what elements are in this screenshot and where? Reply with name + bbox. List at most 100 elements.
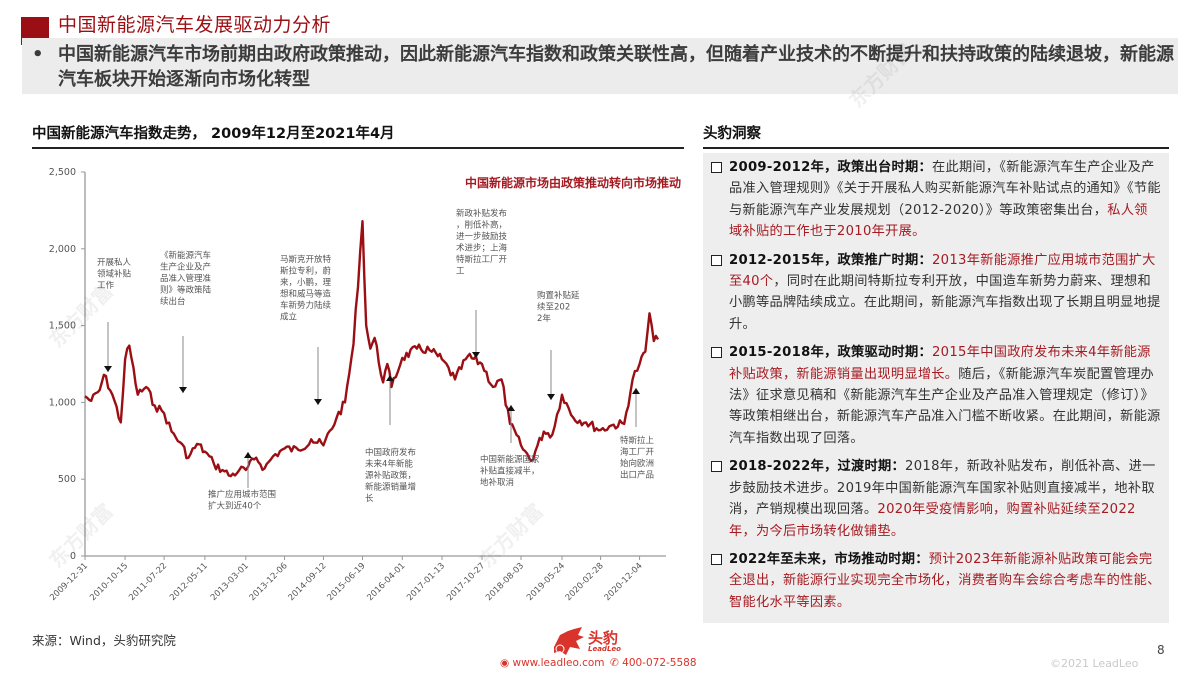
checkbox-bullet-icon xyxy=(711,461,722,473)
svg-text:成立: 成立 xyxy=(280,312,298,323)
arrow-down-icon xyxy=(104,366,112,372)
checkbox-bullet-icon xyxy=(711,162,722,173)
insight-heading: 头豹洞察 xyxy=(703,126,761,142)
insight-item: 2009-2012年，政策出台时期：在此期间，《新能源汽车生产企业及产品准入管理… xyxy=(711,157,1161,243)
svg-text:生产企业及产: 生产企业及产 xyxy=(160,262,211,273)
svg-text:2018-08-03: 2018-08-03 xyxy=(484,561,526,603)
svg-text:工: 工 xyxy=(456,267,465,277)
index-series-line xyxy=(84,219,660,478)
summary-text: • 中国新能源汽车市场前期由政府政策推动，因此新能源汽车指数和政策关联性高，但随… xyxy=(32,42,1178,92)
svg-text:2017-10-27: 2017-10-27 xyxy=(445,561,487,603)
svg-text:领域补贴: 领域补贴 xyxy=(97,269,132,280)
svg-text:2019-05-24: 2019-05-24 xyxy=(525,561,567,603)
leadleo-logo[interactable]: 头豹 LeadLeo ◉ www.leadleo.com ✆ 400-072-5… xyxy=(500,627,698,672)
svg-text:中国政府发布: 中国政府发布 xyxy=(365,447,416,458)
svg-text:0: 0 xyxy=(70,551,76,562)
svg-text:海工厂开: 海工厂开 xyxy=(620,447,655,458)
svg-text:500: 500 xyxy=(58,474,76,485)
chart-heading: 中国新能源汽车指数走势， 2009年12月至2021年4月 xyxy=(32,126,395,142)
website-text: www.leadleo.com xyxy=(512,657,605,669)
phone-icon: ✆ xyxy=(610,657,623,669)
svg-text:2,000: 2,000 xyxy=(49,244,76,255)
svg-text:中国新能源国家: 中国新能源国家 xyxy=(480,454,540,465)
summary-content: 中国新能源汽车市场前期由政府政策推动，因此新能源汽车指数和政策关联性高，但随着产… xyxy=(58,44,1174,90)
svg-text:续至202: 续至202 xyxy=(537,302,570,313)
page-title: 中国新能源汽车发展驱动力分析 xyxy=(58,14,332,36)
insight-list: 2009-2012年，政策出台时期：在此期间，《新能源汽车生产企业及产品准入管理… xyxy=(711,157,1161,613)
insight-normal-text: 在此期间，《新能源汽车生产企业及产品准入管理规则》《关于开展私人购买新能源汽车补… xyxy=(729,160,1161,218)
arrow-down-icon xyxy=(314,399,322,405)
svg-text:想和威马等造: 想和威马等造 xyxy=(280,289,332,300)
insight-red-text: 2020年受疫情影响，购置补贴延续至2022年，为今后市场转化做铺垫。 xyxy=(729,502,1136,539)
globe-icon: ◉ xyxy=(500,657,513,669)
phone-text: 400-072-5588 xyxy=(622,657,697,669)
insight-lead-text: 2009-2012年，政策出台时期： xyxy=(729,160,932,175)
svg-text:2014-09-12: 2014-09-12 xyxy=(287,561,329,603)
svg-text:特斯拉上: 特斯拉上 xyxy=(620,435,655,446)
svg-text:术进步；上海: 术进步；上海 xyxy=(456,243,508,254)
insight-item: 2018-2022年，过渡时期：2018年，新政补贴发布，削低补高、进一步鼓励技… xyxy=(711,456,1161,542)
svg-text:购置补贴延: 购置补贴延 xyxy=(537,290,580,301)
svg-text:出口产品: 出口产品 xyxy=(620,470,654,481)
svg-text:2020-02-28: 2020-02-28 xyxy=(564,561,606,603)
insight-red-text: 2015年中国政府发布未来4年新能源补贴政策，新能源销量出现明显增长。 xyxy=(729,345,1151,382)
svg-text:推广应用城市范围: 推广应用城市范围 xyxy=(208,489,276,500)
insight-red-text: 私人领域补贴的工作也于2010年开展。 xyxy=(729,202,1148,240)
svg-text:源补贴政策，: 源补贴政策， xyxy=(365,470,416,481)
copyright: ©2021 LeadLeo xyxy=(1050,657,1139,670)
svg-text:2015-06-19: 2015-06-19 xyxy=(326,561,368,603)
svg-text:新政补贴发布: 新政补贴发布 xyxy=(456,208,507,219)
svg-text:马斯克开放特: 马斯克开放特 xyxy=(280,254,332,265)
insight-tail-text: 随后，《新能源汽车炭配置管理办法》征求意见稿和《新能源汽车生产企业及产品准入管理… xyxy=(729,366,1161,446)
insight-item: 2015-2018年，政策驱动时期：2015年中国政府发布未来4年新能源补贴政策… xyxy=(711,342,1161,449)
chart-divider xyxy=(32,147,684,149)
svg-text:品准入管理准: 品准入管理准 xyxy=(160,273,212,284)
insight-red-text: 2013年新能源推广应用城市范围扩大至40个 xyxy=(729,252,1156,290)
logo-name: 头豹 xyxy=(588,629,619,647)
svg-text:1,500: 1,500 xyxy=(49,321,76,332)
phone-number: ✆ 400-072-5588 xyxy=(610,657,697,669)
svg-text:地补取消: 地补取消 xyxy=(480,477,514,488)
svg-text:开展私人: 开展私人 xyxy=(97,258,132,268)
svg-text:车新势力陆续: 车新势力陆续 xyxy=(280,300,332,311)
bullet-icon: • xyxy=(32,44,44,65)
svg-text:进一步鼓励技: 进一步鼓励技 xyxy=(456,231,508,242)
insight-divider xyxy=(703,147,1169,149)
svg-text:2,500: 2,500 xyxy=(49,167,76,178)
arrow-up-icon xyxy=(507,405,515,411)
svg-text:特斯拉工厂开: 特斯拉工厂开 xyxy=(456,254,508,265)
svg-text:未来4年新能: 未来4年新能 xyxy=(365,459,413,470)
y-axis-ticks: 0 500 1,000 1,500 2,000 2,500 xyxy=(49,167,85,562)
svg-text:1,000: 1,000 xyxy=(49,397,76,408)
svg-text:2016-04-01: 2016-04-01 xyxy=(365,561,407,603)
logo-subtitle: LeadLeo xyxy=(588,645,621,653)
svg-text:2009-12-31: 2009-12-31 xyxy=(48,561,90,603)
insight-normal-text: 2018年，新政补贴发布，削低补高、进一步鼓励技术进步。2019年中国新能源汽车… xyxy=(729,459,1156,518)
insight-lead-text: 2018-2022年，过渡时期： xyxy=(729,459,905,475)
insight-panel: 2009-2012年，政策出台时期：在此期间，《新能源汽车生产企业及产品准入管理… xyxy=(703,153,1169,623)
chart-subtitle: 中国新能源市场由政策推动转向市场推动 xyxy=(465,175,681,190)
svg-text:始向欧洲: 始向欧洲 xyxy=(620,458,654,469)
insight-lead-text: 2012-2015年，政策推广时期： xyxy=(729,252,932,268)
svg-text:2年: 2年 xyxy=(537,313,551,324)
svg-text:《新能源汽车: 《新能源汽车 xyxy=(160,250,211,261)
insight-lead-text: 2015-2018年，政策驱动时期： xyxy=(729,345,932,361)
arrow-down-icon xyxy=(179,387,187,393)
svg-text:2013-03-01: 2013-03-01 xyxy=(209,561,251,603)
svg-text:新能源销量增: 新能源销量增 xyxy=(365,482,416,493)
svg-text:2011-07-22: 2011-07-22 xyxy=(127,561,169,603)
summary-box: • 中国新能源汽车市场前期由政府政策推动，因此新能源汽车指数和政策关联性高，但随… xyxy=(22,38,1178,94)
checkbox-bullet-icon xyxy=(711,553,722,565)
arrow-up-icon xyxy=(632,388,640,394)
page-number: 8 xyxy=(1157,643,1165,657)
insight-red-text: 预计2023年新能源补贴政策可能会完全退出，新能源行业实现完全市场化，消费者购车… xyxy=(729,551,1161,610)
website-link[interactable]: ◉ www.leadleo.com xyxy=(500,657,605,669)
svg-text:，削低补高，: ，削低补高， xyxy=(456,220,507,231)
svg-text:续出台: 续出台 xyxy=(160,296,186,307)
svg-text:长: 长 xyxy=(365,493,374,504)
checkbox-bullet-icon xyxy=(711,254,722,266)
arrow-down-icon xyxy=(472,352,480,358)
svg-text:2020-12-04: 2020-12-04 xyxy=(603,561,645,603)
svg-text:斯拉专利，蔚: 斯拉专利，蔚 xyxy=(280,266,332,277)
